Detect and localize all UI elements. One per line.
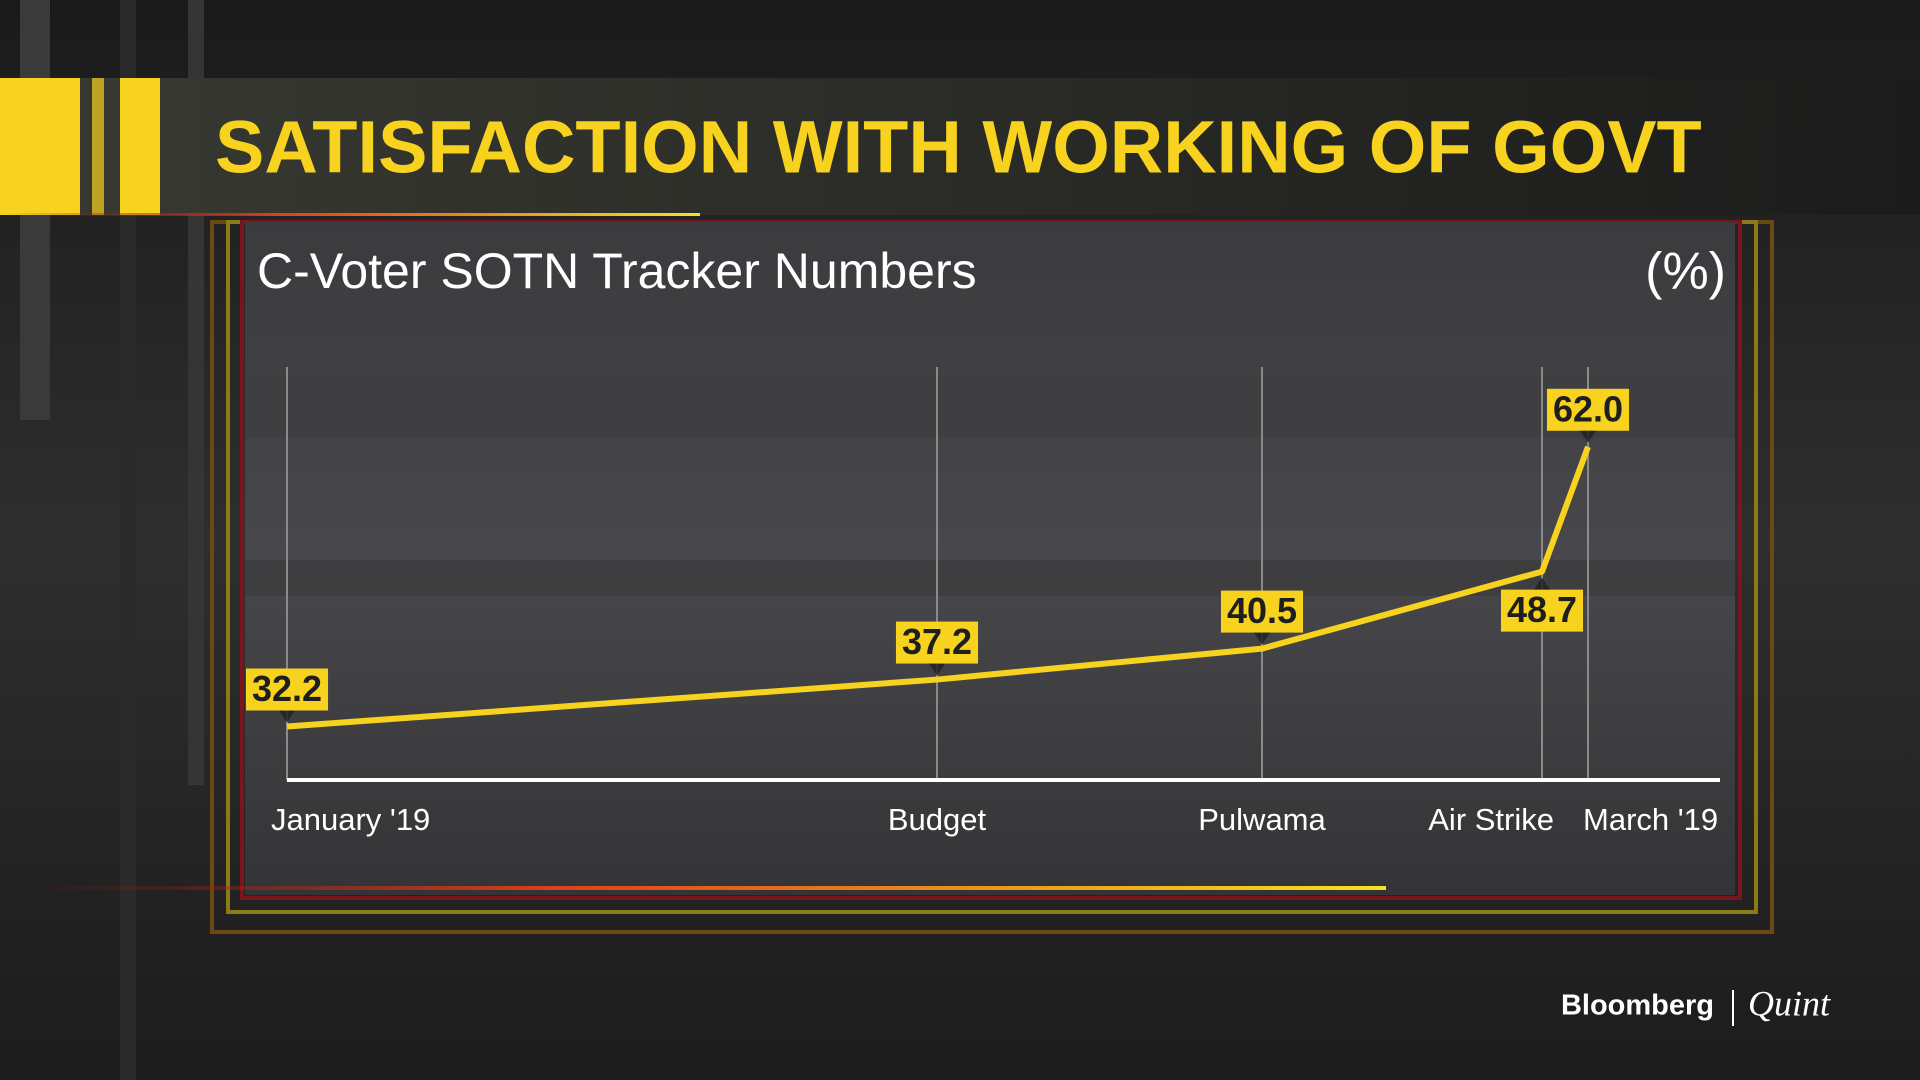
- decor: [0, 886, 1386, 890]
- y-axis-unit: (%): [1645, 243, 1726, 301]
- data-line: [286, 445, 1591, 730]
- data-label-pointer: [279, 710, 295, 723]
- chart-panel: [245, 222, 1735, 895]
- title-block: [0, 78, 80, 215]
- title-stripe: [92, 78, 104, 215]
- chart-subtitle: C-Voter SOTN Tracker Numbers: [257, 243, 977, 299]
- data-label: 62.0: [1546, 388, 1630, 443]
- x-tick-label: March '19: [1583, 802, 1718, 837]
- data-label-text: 37.2: [902, 621, 972, 662]
- decor: [0, 213, 700, 216]
- data-label: 37.2: [895, 621, 979, 676]
- data-label-text: 48.7: [1507, 589, 1577, 630]
- x-tick-label: January '19: [271, 802, 430, 837]
- logo-right: Quint: [1748, 983, 1831, 1023]
- data-label: 48.7: [1500, 577, 1584, 632]
- data-label-box: [245, 668, 329, 711]
- data-label-box: [895, 621, 979, 664]
- data-label-box: [1220, 590, 1304, 633]
- data-label: 40.5: [1220, 590, 1304, 645]
- x-tick-label: Budget: [888, 802, 987, 837]
- data-label-text: 32.2: [252, 668, 322, 709]
- data-label-box: [1546, 388, 1630, 431]
- data-label-pointer: [929, 663, 945, 676]
- title-band: [0, 78, 1920, 215]
- data-label-pointer: [1580, 430, 1596, 443]
- data-label: 32.2: [245, 668, 329, 723]
- data-label-pointer: [1254, 632, 1270, 645]
- x-tick-label: Pulwama: [1198, 802, 1326, 837]
- logo-left: Bloomberg: [1561, 990, 1714, 1022]
- title-stripe: [120, 78, 160, 215]
- data-label-box: [1500, 589, 1584, 632]
- panel-stripe: [245, 560, 1735, 596]
- chart-title: SATISFACTION WITH WORKING OF GOVT: [215, 106, 1702, 189]
- data-label-text: 40.5: [1227, 590, 1297, 631]
- panel-stripe: [245, 370, 1735, 438]
- data-label-pointer: [1534, 577, 1550, 590]
- plot: January '19 Budget Pulwama Air Strike March …: [245, 367, 1720, 837]
- data-label-text: 62.0: [1553, 388, 1623, 429]
- decor: [120, 0, 136, 1080]
- x-tick-label: Air Strike: [1428, 802, 1554, 837]
